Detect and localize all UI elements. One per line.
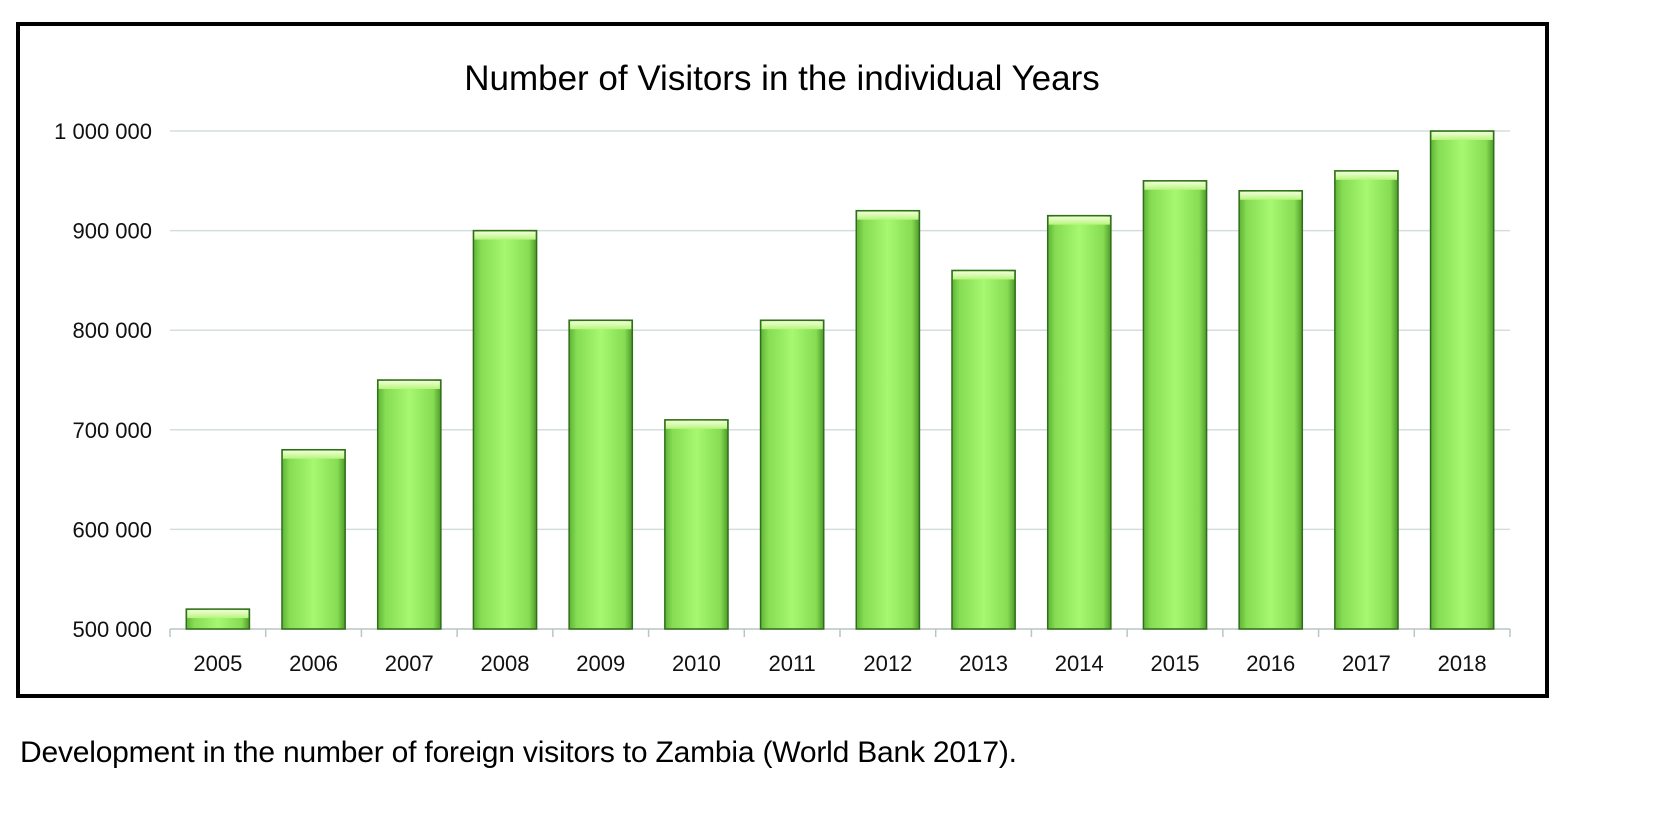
- bar: [281, 448, 346, 630]
- x-tick-label: 2017: [1342, 651, 1391, 676]
- y-tick-label: 800 000: [72, 318, 152, 343]
- bar-2010: [664, 419, 729, 630]
- x-tick-label: 2010: [672, 651, 721, 676]
- bar-2016: [1238, 190, 1304, 630]
- chart-title: Number of Visitors in the individual Yea…: [464, 59, 1100, 98]
- bar-2009: [568, 319, 634, 630]
- bar-highlight: [1240, 191, 1302, 200]
- bar-2018: [1429, 130, 1495, 630]
- bar-2011: [759, 319, 825, 630]
- bar-2014: [1046, 214, 1112, 630]
- y-tick-label: 600 000: [72, 517, 152, 542]
- bar: [1334, 170, 1399, 630]
- bar-highlight: [761, 321, 823, 330]
- y-tick-label: 900 000: [72, 219, 152, 244]
- bar-highlight: [282, 450, 345, 459]
- bars: [185, 130, 1495, 630]
- x-tick-label: 2007: [385, 651, 434, 676]
- bar-2007: [376, 379, 442, 630]
- bar: [1429, 130, 1495, 630]
- bar-highlight: [1431, 132, 1493, 140]
- x-tick-label: 2012: [863, 651, 912, 676]
- bar-highlight: [378, 381, 440, 389]
- bar-2017: [1334, 170, 1399, 630]
- bar: [664, 419, 729, 630]
- y-tick-label: 1 000 000: [54, 119, 152, 144]
- bar: [568, 319, 634, 630]
- bar-2008: [472, 229, 538, 630]
- x-tick-label: 2011: [768, 651, 815, 676]
- bar-chart: Number of Visitors in the individual Yea…: [54, 59, 1511, 676]
- y-axis-ticks: 500 000 600 000 700 000 800 000 900 000 1 000…: [54, 119, 152, 642]
- x-tick-label: 2005: [193, 651, 242, 676]
- bar: [1238, 190, 1304, 630]
- bar: [759, 319, 825, 630]
- bar-highlight: [1144, 181, 1206, 190]
- bar-2015: [1142, 180, 1208, 630]
- bar: [951, 269, 1016, 630]
- bar-highlight: [952, 271, 1015, 280]
- figure-caption: Development in the number of foreign vis…: [20, 736, 1017, 769]
- x-tick-label: 2018: [1438, 651, 1487, 676]
- x-axis-ticks: 2005 2006 2007 2008 2009 2010 2011 2012 2013 2014…: [169, 629, 1511, 676]
- bar-2013: [951, 269, 1016, 630]
- y-tick-label: 700 000: [72, 418, 152, 443]
- x-tick-label: 2014: [1055, 651, 1104, 676]
- x-tick-label: 2009: [576, 651, 625, 676]
- bar-highlight: [1335, 171, 1398, 180]
- bar: [376, 379, 442, 630]
- x-tick-label: 2016: [1246, 651, 1295, 676]
- x-tick-label: 2006: [289, 651, 338, 676]
- bar-highlight: [474, 231, 536, 240]
- x-tick-label: 2013: [959, 651, 1008, 676]
- bar-highlight: [187, 610, 249, 619]
- bar-2006: [281, 448, 346, 630]
- bar-highlight: [570, 321, 632, 330]
- bar-highlight: [665, 420, 728, 429]
- bar-highlight: [1048, 216, 1110, 225]
- chart-frame: Number of Visitors in the individual Yea…: [16, 22, 1549, 698]
- bar: [1046, 214, 1112, 630]
- bar: [472, 229, 538, 630]
- bar: [1142, 180, 1208, 630]
- bar-2012: [855, 209, 921, 630]
- bar: [855, 209, 921, 630]
- x-tick-label: 2015: [1151, 651, 1200, 676]
- bar-2005: [185, 608, 251, 630]
- x-tick-label: 2008: [481, 651, 530, 676]
- gridlines: [170, 130, 1510, 630]
- y-tick-label: 500 000: [72, 617, 152, 642]
- bar-highlight: [857, 211, 919, 220]
